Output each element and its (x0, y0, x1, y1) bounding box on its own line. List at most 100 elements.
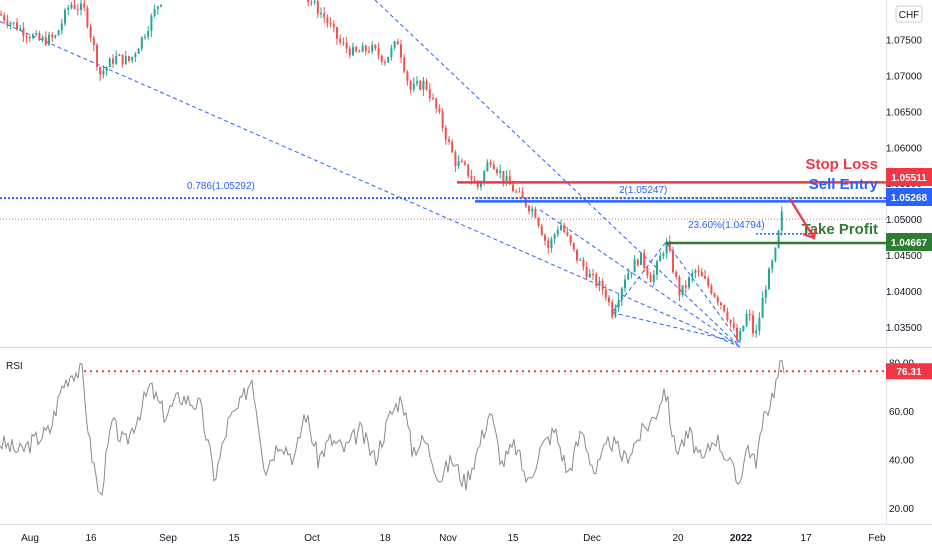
candle-body (22, 28, 25, 36)
candle-body (656, 261, 658, 275)
candle-body (425, 80, 428, 90)
candle-body (371, 45, 374, 52)
trendline (0, 21, 741, 348)
fib-2-label: 2(1.05247) (619, 185, 667, 196)
candle-body (419, 81, 422, 90)
fib-786-label: 0.786(1.05292) (187, 181, 255, 192)
candle-body (755, 330, 758, 334)
candle-body (384, 61, 386, 63)
time-tick-label: 17 (800, 533, 812, 544)
candle-body (691, 272, 694, 278)
candle-body (528, 206, 530, 212)
stop-loss-value: 1.05511 (891, 173, 927, 184)
candle-body (668, 241, 671, 251)
candle-body (537, 217, 540, 226)
rsi-tick-label: 20.00 (889, 504, 914, 515)
candle-body (672, 250, 674, 273)
time-tick-label: Aug (21, 533, 39, 544)
candle-body (684, 285, 687, 288)
price-tick-label: 1.05000 (886, 215, 923, 226)
price-tick-label: 1.06000 (886, 143, 923, 154)
candle-body (73, 4, 76, 9)
time-axis[interactable]: Aug 16 Sep 15 Oct 18 Nov 15 Dec 20 2022 17 Feb (21, 533, 886, 544)
candle-body (102, 70, 105, 75)
candle-body (0, 14, 2, 16)
take-profit-badge (886, 233, 932, 251)
candle-body (643, 252, 646, 268)
candle-body (374, 45, 377, 49)
candle-body (723, 305, 726, 312)
price-tick-label: 1.04000 (886, 287, 923, 298)
candle-body (534, 208, 537, 218)
candle-body (336, 27, 338, 39)
candle-body (364, 45, 367, 52)
sell-entry-badge (886, 188, 932, 206)
candle-body (627, 273, 630, 280)
candle-body (720, 302, 722, 306)
candle-body (64, 9, 66, 24)
rsi-line (0, 359, 785, 496)
trendlines (0, 0, 886, 348)
fib-2360-label: 23.60%(1.04794) (688, 220, 765, 231)
candle-body (780, 211, 783, 231)
candle-body (422, 80, 425, 90)
time-tick-label: 16 (85, 533, 97, 544)
candle-body (355, 46, 358, 52)
candle-body (675, 272, 678, 277)
currency-badge[interactable] (895, 5, 923, 23)
time-tick-label: Oct (304, 533, 320, 544)
candle-body (400, 44, 402, 58)
candle-body (633, 259, 636, 273)
candle-body (592, 273, 594, 275)
candle-body (451, 141, 454, 153)
candle-body (630, 272, 633, 274)
price-tick-label: 1.07000 (886, 71, 923, 82)
candle-body (329, 22, 332, 25)
candle-body (739, 331, 742, 341)
price-tick-label: 1.04500 (886, 251, 923, 262)
price-pane[interactable] (0, 0, 886, 347)
rsi-title: RSI (6, 361, 23, 372)
candle-body (131, 56, 134, 61)
candle-body (563, 225, 566, 232)
candle-body (588, 273, 591, 278)
candle-body (492, 164, 495, 170)
candle-body (432, 98, 434, 100)
time-tick-label: Sep (159, 533, 177, 544)
time-tick-label: 15 (228, 533, 240, 544)
rsi-value-badge (886, 363, 932, 380)
candle-body (473, 179, 476, 181)
candle-body (556, 230, 559, 235)
time-tick-label: 20 (672, 533, 684, 544)
candle-body (76, 8, 79, 10)
candle-body (480, 181, 482, 187)
stop-loss-label: Stop Loss (805, 156, 878, 173)
candle-body (348, 48, 351, 56)
candle-body (41, 37, 44, 41)
sell-entry-label: Sell Entry (809, 176, 879, 193)
candle-body (470, 176, 473, 180)
candle-body (752, 315, 754, 334)
candle-body (550, 238, 553, 248)
candle-body (448, 139, 450, 142)
candle-body (454, 152, 457, 167)
candle-body (403, 57, 406, 72)
price-tick-label: 1.07500 (886, 36, 923, 47)
candle-body (137, 48, 140, 54)
candle-body (489, 162, 492, 165)
candle-body (48, 34, 50, 45)
candle-body (44, 37, 47, 45)
candle-body (704, 276, 706, 279)
candle-body (393, 41, 396, 48)
candle-body (310, 2, 313, 4)
candle-body (105, 67, 108, 71)
candle-body (156, 6, 159, 10)
candle-body (624, 279, 626, 289)
candle-body (736, 327, 738, 341)
candle-body (112, 58, 114, 64)
candle-body (547, 240, 550, 248)
candle-body (307, 0, 310, 3)
candle-body (457, 161, 460, 167)
